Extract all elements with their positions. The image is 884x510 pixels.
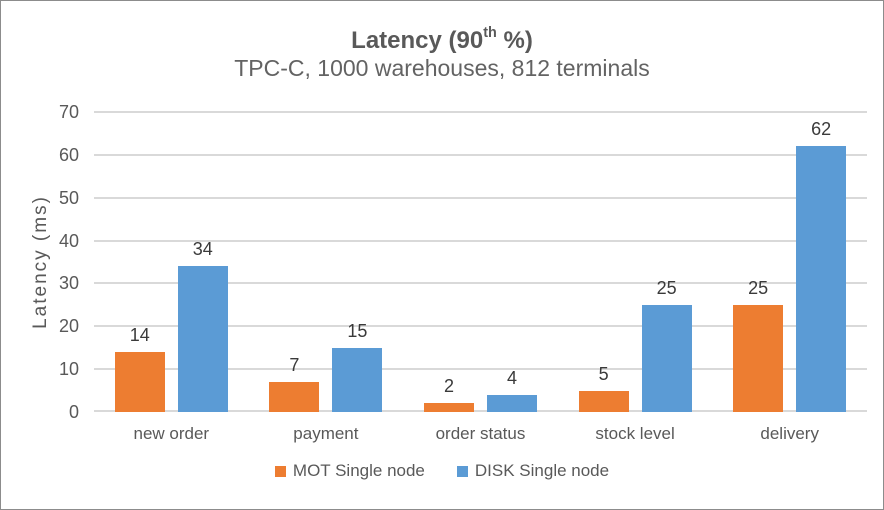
gridline-20: [94, 325, 867, 328]
bar-disk-single-node-order-status: [487, 395, 537, 412]
legend-item-disk-single-node: DISK Single node: [456, 461, 610, 481]
legend-item-mot-single-node: MOT Single node: [274, 461, 425, 481]
gridline-0: [94, 410, 867, 412]
y-tick-label-50: 50: [58, 187, 79, 208]
gridline-30: [94, 282, 867, 285]
legend-swatch-disk-single-node: [456, 465, 468, 477]
chart-title-suffix: %): [496, 27, 533, 54]
value-label-mot-single-node-new-order: 14: [129, 325, 150, 345]
gridline-70: [94, 111, 867, 113]
legend-label-disk-single-node: DISK Single node: [474, 461, 610, 480]
value-label-mot-single-node-order-status: 2: [443, 376, 454, 396]
value-label-disk-single-node-delivery: 62: [811, 119, 832, 139]
value-label-mot-single-node-stock-level: 5: [598, 364, 609, 384]
bar-mot-single-node-delivery: [733, 305, 784, 412]
gridline-60: [94, 153, 867, 156]
bar-disk-single-node-delivery: [796, 146, 847, 412]
gridline-10: [94, 368, 867, 371]
value-label-disk-single-node-order-status: 4: [506, 368, 517, 388]
gridline-40: [94, 239, 867, 242]
chart-subtitle: TPC-C, 1000 warehouses, 812 terminals: [234, 55, 650, 81]
legend-label-mot-single-node: MOT Single node: [292, 461, 425, 480]
y-tick-label-0: 0: [68, 402, 79, 422]
y-tick-label-60: 60: [58, 144, 79, 165]
bar-mot-single-node-stock-level: [578, 391, 629, 412]
legend: MOT Single node DISK Single node: [1, 460, 883, 482]
y-tick-label-30: 30: [58, 273, 79, 294]
y-tick-label-20: 20: [58, 316, 79, 337]
x-category-label-order-status: order status: [435, 424, 526, 443]
bar-mot-single-node-order-status: [424, 403, 474, 412]
plot-area: 14 34 new order 7 15 payment 2 4 order status 5 25…: [94, 111, 867, 443]
value-label-disk-single-node-stock-level: 25: [656, 278, 677, 298]
bar-disk-single-node-payment: [332, 348, 383, 412]
bar-disk-single-node-new-order: [177, 266, 228, 412]
x-category-label-new-order: new order: [133, 424, 210, 443]
gridline-50: [94, 196, 867, 199]
legend-swatch-mot-single-node: [274, 465, 286, 477]
chart-title: Latency (90th %): [1, 20, 883, 56]
y-tick-label-10: 10: [58, 359, 79, 380]
value-label-mot-single-node-delivery: 25: [748, 278, 769, 298]
value-label-mot-single-node-payment: 7: [289, 355, 300, 375]
y-tick-label-70: 70: [58, 102, 79, 122]
y-tick-label-40: 40: [58, 230, 79, 251]
bar-mot-single-node-payment: [269, 382, 320, 412]
value-label-disk-single-node-new-order: 34: [192, 239, 213, 259]
x-category-label-payment: payment: [293, 424, 359, 443]
chart-title-superscript: th: [483, 25, 497, 41]
x-category-label-delivery: delivery: [760, 424, 819, 443]
value-label-disk-single-node-payment: 15: [347, 321, 368, 341]
bar-disk-single-node-stock-level: [641, 305, 692, 412]
x-category-label-stock-level: stock level: [595, 424, 675, 443]
chart-title-prefix: Latency (90: [351, 27, 484, 54]
bar-mot-single-node-new-order: [114, 352, 165, 412]
